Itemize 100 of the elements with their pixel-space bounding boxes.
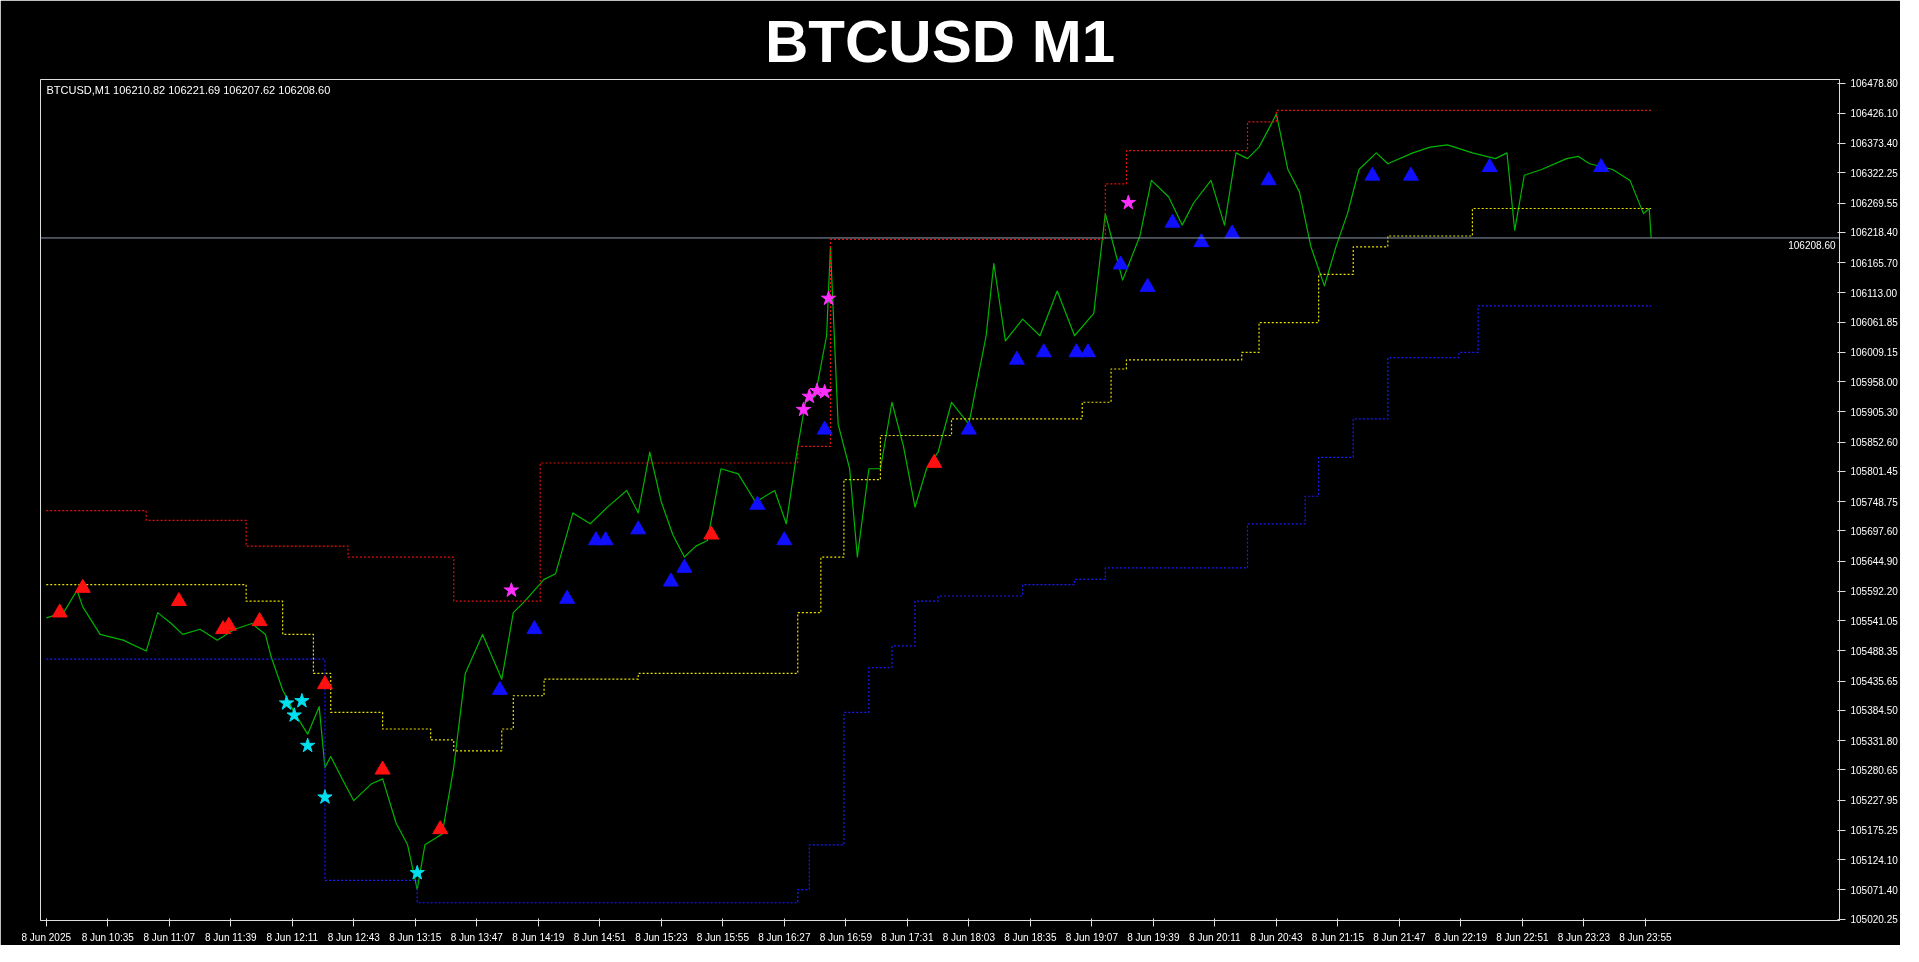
point bbox=[317, 789, 333, 804]
x-tick-label: 8 Jun 11:39 bbox=[205, 931, 257, 943]
x-tick-label: 8 Jun 20:11 bbox=[1189, 931, 1242, 943]
point bbox=[816, 420, 833, 435]
point bbox=[817, 383, 833, 399]
x-tick-label: 8 Jun 18:35 bbox=[1004, 931, 1057, 943]
x-tick-label: 8 Jun 20:43 bbox=[1250, 931, 1303, 943]
x-tick-label: 8 Jun 21:15 bbox=[1311, 931, 1365, 943]
point bbox=[559, 589, 576, 604]
y-tick-label: 105852.60 bbox=[1850, 437, 1899, 449]
x-tick-label: 8 Jun 17:31 bbox=[881, 931, 934, 943]
point bbox=[409, 864, 425, 880]
y-tick-label: 105227.95 bbox=[1850, 795, 1899, 807]
y-tick-label: 105592.20 bbox=[1850, 586, 1899, 598]
y-tick-label: 105748.75 bbox=[1850, 496, 1899, 508]
x-tick-label: 8 Jun 11:07 bbox=[143, 931, 196, 943]
point bbox=[491, 680, 508, 695]
y-tick-label: 106269.55 bbox=[1850, 198, 1899, 210]
y-tick-label: 105905.30 bbox=[1850, 406, 1899, 418]
y-tick-label: 105280.65 bbox=[1850, 764, 1899, 776]
y-tick-label: 105958.00 bbox=[1850, 376, 1899, 388]
point bbox=[251, 612, 268, 627]
y-tick-label: 105020.25 bbox=[1850, 914, 1899, 926]
point bbox=[1139, 277, 1156, 292]
x-tick-label: 8 Jun 15:55 bbox=[696, 931, 750, 943]
point bbox=[1035, 343, 1052, 358]
point bbox=[1112, 255, 1129, 270]
chart-title: BTCUSD M1 bbox=[765, 7, 1116, 75]
y-tick-label: 105124.10 bbox=[1850, 854, 1899, 866]
y-tick-label: 105331.80 bbox=[1850, 735, 1899, 747]
point bbox=[1008, 350, 1025, 365]
y-tick-label: 106009.15 bbox=[1850, 347, 1899, 359]
point bbox=[676, 558, 693, 573]
point bbox=[749, 495, 766, 510]
y-tick-label: 106478.80 bbox=[1850, 78, 1899, 90]
point bbox=[503, 582, 520, 597]
x-tick-label: 8 Jun 19:39 bbox=[1127, 931, 1180, 943]
y-tick-label: 106165.70 bbox=[1850, 257, 1899, 269]
x-tick-label: 8 Jun 12:11 bbox=[266, 931, 319, 943]
point bbox=[1068, 343, 1085, 358]
point bbox=[1164, 213, 1181, 228]
y-tick-label: 105175.25 bbox=[1850, 825, 1899, 837]
x-tick-label: 8 Jun 13:47 bbox=[450, 931, 504, 943]
y-tick-label: 105435.65 bbox=[1850, 676, 1899, 688]
x-tick-label: 8 Jun 16:59 bbox=[819, 931, 873, 943]
x-tick-label: 8 Jun 13:15 bbox=[389, 931, 442, 943]
annotation: BTCUSD,M1 106210.82 106221.69 106207.62 106208.60 bbox=[46, 83, 331, 96]
point bbox=[630, 520, 647, 535]
point bbox=[703, 525, 720, 540]
x-tick-label: 8 Jun 23:23 bbox=[1557, 931, 1611, 943]
x-tick-label: 8 Jun 22:51 bbox=[1496, 931, 1549, 943]
point bbox=[432, 820, 449, 835]
point bbox=[300, 737, 316, 753]
x-tick-label: 8 Jun 16:27 bbox=[758, 931, 811, 943]
point bbox=[526, 620, 543, 635]
y-tick-label: 106061.85 bbox=[1850, 317, 1899, 329]
x-tick-label: 8 Jun 22:19 bbox=[1434, 931, 1488, 943]
point bbox=[1593, 158, 1610, 173]
line-series bbox=[45, 113, 1652, 891]
y-tick-label: 106373.40 bbox=[1850, 138, 1899, 150]
x-tick-label: 8 Jun 18:03 bbox=[942, 931, 996, 943]
point bbox=[597, 531, 614, 546]
point bbox=[820, 290, 837, 306]
point bbox=[1481, 158, 1498, 173]
y-tick-label: 105071.40 bbox=[1850, 884, 1899, 896]
x-tick-label: 8 Jun 10:35 bbox=[81, 931, 135, 943]
x-tick-label: 8 Jun 14:19 bbox=[512, 931, 565, 943]
y-tick-label: 105488.35 bbox=[1850, 645, 1899, 657]
x-tick-label: 8 Jun 2025 bbox=[21, 931, 72, 943]
x-tick-label: 8 Jun 23:55 bbox=[1619, 931, 1672, 943]
y-tick-label: 106218.40 bbox=[1850, 227, 1899, 239]
point bbox=[51, 603, 68, 618]
point bbox=[74, 578, 91, 593]
point bbox=[1260, 171, 1277, 186]
x-tick-label: 8 Jun 19:07 bbox=[1065, 931, 1119, 943]
point bbox=[662, 572, 679, 587]
point bbox=[1120, 194, 1136, 210]
y-tick-label: 105644.90 bbox=[1850, 556, 1899, 568]
x-tick-label: 8 Jun 21:47 bbox=[1373, 931, 1426, 943]
point bbox=[278, 695, 295, 710]
point bbox=[795, 401, 812, 417]
y-tick-label: 105541.05 bbox=[1850, 615, 1899, 627]
y-tick-label: 105801.45 bbox=[1850, 466, 1899, 478]
point bbox=[926, 453, 943, 468]
point bbox=[1402, 166, 1419, 181]
x-tick-label: 8 Jun 15:23 bbox=[635, 931, 688, 943]
point bbox=[170, 592, 187, 607]
y-tick-label: 106426.10 bbox=[1850, 108, 1899, 120]
point bbox=[316, 675, 333, 690]
x-tick-label: 8 Jun 14:51 bbox=[573, 931, 627, 943]
point bbox=[286, 707, 302, 722]
y-tick-label: 105697.60 bbox=[1850, 525, 1899, 537]
ref-line-label: 106208.60 bbox=[1788, 239, 1836, 251]
y-tick-label: 106113.00 bbox=[1850, 287, 1898, 299]
y-tick-label: 105384.50 bbox=[1850, 705, 1899, 717]
y-tick-label: 106322.25 bbox=[1850, 167, 1899, 179]
x-tick-label: 8 Jun 12:43 bbox=[327, 931, 381, 943]
point bbox=[1079, 343, 1096, 358]
point bbox=[374, 760, 391, 775]
point bbox=[960, 420, 977, 435]
